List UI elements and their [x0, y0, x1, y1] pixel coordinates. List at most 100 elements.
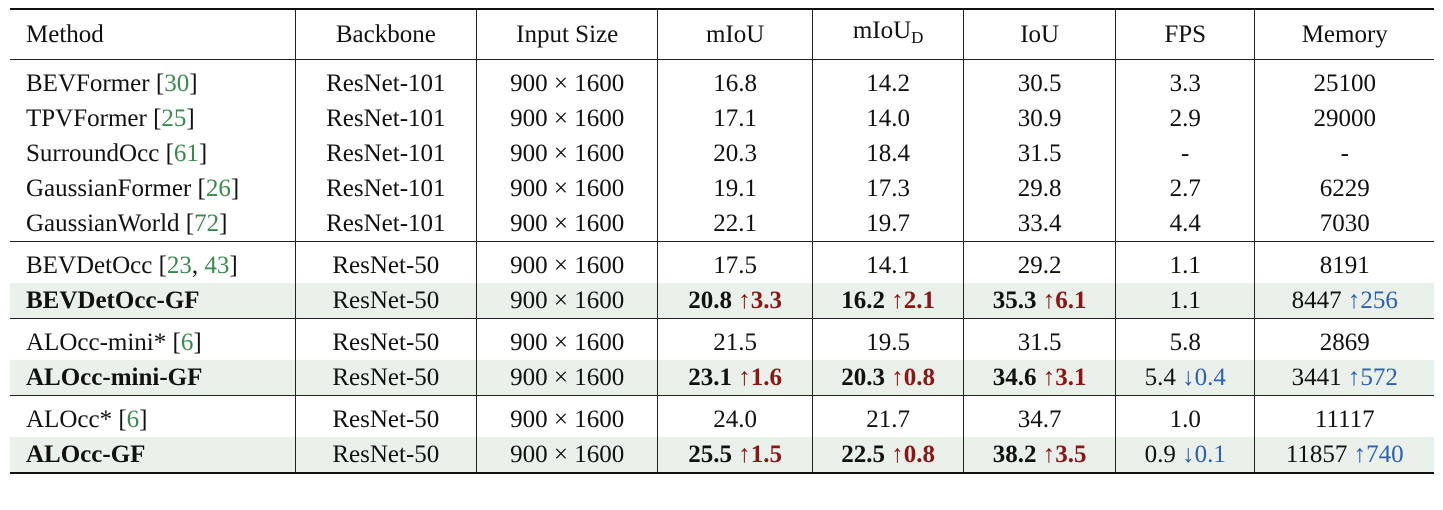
iou-cell: 30.9 — [963, 101, 1116, 136]
miou-d-cell: 16.2 ↑2.1 — [812, 283, 965, 319]
memory-cell: 25100 — [1255, 66, 1434, 101]
backbone-cell: ResNet-101 — [295, 136, 478, 171]
memory-cell-value: 29000 — [1313, 105, 1376, 132]
fps-cell-value: 1.0 — [1169, 406, 1201, 433]
separator-cell — [476, 318, 659, 325]
miou-cell: 21.5 — [657, 325, 813, 360]
table-row: ALOcc-mini* [6] ResNet-50 900 × 1600 21.5 19… — [10, 325, 1434, 360]
miou-cell-value: 16.8 — [713, 70, 757, 97]
method-name: BEVDetOcc-GF — [26, 287, 200, 314]
method-name: TPVFormer — [26, 105, 154, 132]
miou-d-cell: 21.7 — [812, 402, 965, 437]
iou-cell: 30.5 — [963, 66, 1116, 101]
fps-cell: 2.9 — [1115, 101, 1256, 136]
iou-cell: 31.5 — [963, 325, 1116, 360]
citation-bracket: ] — [198, 140, 208, 167]
citation-link: 61 — [173, 140, 199, 167]
table-body: BEVFormer [30] ResNet-101 900 × 1600 16.8 14… — [10, 59, 1434, 474]
backbone-cell-value: ResNet-101 — [326, 70, 446, 97]
citation-bracket: ] — [230, 175, 240, 202]
miou-cell: 20.3 — [657, 136, 813, 171]
group-separator — [10, 395, 1434, 402]
separator-cell — [812, 318, 965, 325]
group-separator — [10, 59, 1434, 66]
memory-cell: 3441 ↑572 — [1254, 360, 1434, 396]
memory-cell-value: 11857 — [1285, 441, 1348, 468]
memory-cell-delta: ↑256 — [1347, 287, 1398, 314]
method-name: ALOcc-mini* — [26, 329, 173, 356]
backbone-cell-value: ResNet-50 — [332, 252, 440, 279]
input-size-cell-value: 900 × 1600 — [510, 175, 625, 202]
citation-bracket: [ — [155, 70, 165, 97]
backbone-cell-value: ResNet-101 — [326, 175, 446, 202]
miou-d-cell-value: 18.4 — [866, 140, 910, 167]
miou-d-cell: 20.3 ↑0.8 — [812, 360, 965, 396]
miou-cell-value: 21.5 — [713, 329, 757, 356]
fps-cell-value: 2.9 — [1169, 105, 1201, 132]
miou-cell: 25.5 ↑1.5 — [657, 437, 813, 474]
citation-link: 30 — [164, 70, 190, 97]
table-row: GaussianWorld [72] ResNet-101 900 × 1600 22… — [10, 206, 1434, 242]
backbone-cell: ResNet-50 — [295, 283, 478, 319]
memory-cell: 2869 — [1255, 325, 1434, 360]
input-size-cell: 900 × 1600 — [476, 248, 659, 283]
miou-cell: 17.5 — [657, 248, 813, 283]
fps-cell: 0.9 ↓0.1 — [1115, 437, 1256, 474]
iou-cell: 29.8 — [963, 171, 1116, 206]
separator-cell — [1115, 395, 1256, 402]
header-miou-d-main: mIoU — [852, 17, 912, 44]
method-cell: ALOcc-mini-GF — [10, 360, 296, 396]
miou-d-cell-value: 16.2 — [841, 287, 885, 314]
separator-cell — [1115, 318, 1256, 325]
citation-bracket: [ — [118, 406, 127, 433]
separator-cell — [10, 395, 296, 402]
method-cell: ALOcc-mini* [6] — [10, 325, 296, 360]
miou-d-cell-delta: ↑0.8 — [891, 364, 935, 391]
fps-cell-value: 4.4 — [1169, 210, 1201, 237]
iou-cell-value: 31.5 — [1017, 329, 1062, 356]
miou-d-cell: 14.1 — [812, 248, 965, 283]
backbone-cell: ResNet-50 — [295, 402, 478, 437]
table-row: ALOcc-GF ResNet-50 900 × 1600 25.5 ↑1.5 22.5… — [10, 437, 1434, 474]
miou-d-cell-value: 14.2 — [866, 70, 910, 97]
citation-bracket: [ — [158, 252, 167, 279]
memory-cell-value: 7030 — [1319, 210, 1370, 237]
input-size-cell-value: 900 × 1600 — [510, 441, 625, 468]
citation-bracket: ] — [189, 70, 198, 97]
separator-cell — [1115, 59, 1256, 66]
backbone-cell: ResNet-50 — [295, 325, 478, 360]
separator-cell — [1254, 395, 1434, 402]
iou-cell-value: 33.4 — [1017, 210, 1062, 237]
method-name: BEVFormer — [26, 70, 156, 97]
miou-d-cell-value: 19.5 — [866, 329, 910, 356]
iou-cell-delta: ↑3.5 — [1042, 441, 1087, 468]
citation-bracket: ] — [186, 105, 195, 132]
header-miou: mIoU — [657, 8, 813, 60]
memory-cell-value: 8191 — [1319, 252, 1370, 279]
memory-cell: 8447 ↑256 — [1254, 283, 1434, 319]
input-size-cell: 900 × 1600 — [476, 360, 659, 396]
input-size-cell-value: 900 × 1600 — [510, 406, 625, 433]
miou-d-cell-value: 19.7 — [866, 210, 910, 237]
citation-link: 43 — [204, 252, 230, 279]
separator-cell — [295, 241, 478, 248]
input-size-cell-value: 900 × 1600 — [510, 210, 625, 237]
input-size-cell: 900 × 1600 — [476, 136, 659, 171]
miou-d-cell: 22.5 ↑0.8 — [812, 437, 965, 474]
miou-cell: 16.8 — [657, 66, 813, 101]
fps-cell: 5.4 ↓0.4 — [1115, 360, 1256, 396]
citation-link: 26 — [205, 175, 231, 202]
miou-cell-value: 22.1 — [713, 210, 757, 237]
iou-cell-value: 29.8 — [1017, 175, 1062, 202]
separator-cell — [657, 318, 813, 325]
citation-bracket: [ — [165, 140, 174, 167]
method-name: BEVDetOcc — [26, 252, 159, 279]
memory-cell: 11857 ↑740 — [1254, 437, 1434, 474]
fps-cell-value: - — [1181, 140, 1190, 167]
input-size-cell-value: 900 × 1600 — [510, 287, 625, 314]
table-row: BEVDetOcc [23, 43] ResNet-50 900 × 1600 17.… — [10, 248, 1434, 283]
backbone-cell-value: ResNet-101 — [326, 140, 446, 167]
fps-cell-delta: ↓0.4 — [1182, 364, 1226, 391]
separator-cell — [1254, 318, 1434, 325]
method-cell: GaussianWorld [72] — [10, 206, 296, 242]
